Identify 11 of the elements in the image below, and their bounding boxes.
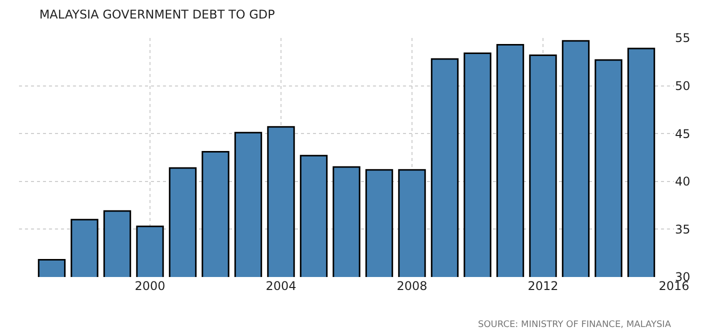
y-tick-label: 40 [675, 174, 690, 189]
x-tick-label: 2008 [396, 279, 428, 293]
y-tick-label: 45 [675, 126, 690, 141]
source-note: SOURCE: MINISTRY OF FINANCE, MALAYSIA [478, 320, 672, 330]
y-tick-label: 55 [675, 31, 690, 46]
chart-title: MALAYSIA GOVERNMENT DEBT TO GDP [39, 7, 275, 22]
x-tick-label: 2012 [528, 279, 558, 293]
y-tick-label: 50 [675, 79, 690, 93]
y-tick-label: 35 [675, 222, 690, 236]
x-tick-label: 2004 [266, 279, 296, 293]
x-tick-label: 2000 [134, 279, 166, 293]
